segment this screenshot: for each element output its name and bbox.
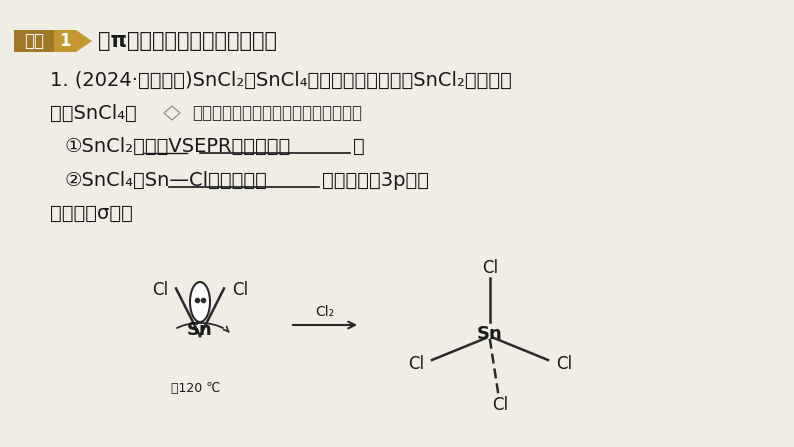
Polygon shape xyxy=(76,30,92,52)
Text: Cl: Cl xyxy=(152,282,168,299)
Text: ①SnCl₂分子的VSEPR模型名称是: ①SnCl₂分子的VSEPR模型名称是 xyxy=(65,136,291,156)
Text: Cl: Cl xyxy=(492,396,508,414)
Ellipse shape xyxy=(190,282,210,322)
Text: Sn: Sn xyxy=(187,321,213,339)
Text: 轨道与氯的3p轨道: 轨道与氯的3p轨道 xyxy=(322,170,430,190)
Text: Cl: Cl xyxy=(232,282,248,299)
Text: 大π键、杂化轨道与结构的判断: 大π键、杂化轨道与结构的判断 xyxy=(98,31,277,51)
Text: Sn: Sn xyxy=(477,325,503,343)
Text: Cl: Cl xyxy=(556,355,572,373)
Text: Cl₂: Cl₂ xyxy=(315,305,334,319)
Text: Cl: Cl xyxy=(408,355,424,373)
Text: 1. (2024·北京选考)SnCl₂和SnCl₄是锡的常见氯化物，SnCl₂可被氧化: 1. (2024·北京选考)SnCl₂和SnCl₄是锡的常见氯化物，SnCl₂可… xyxy=(50,71,512,89)
FancyBboxPatch shape xyxy=(14,30,54,52)
Text: 得到SnCl₄。: 得到SnCl₄。 xyxy=(50,104,137,122)
Text: 。: 。 xyxy=(353,136,364,156)
Text: 重叠形成σ键。: 重叠形成σ键。 xyxy=(50,203,133,223)
Text: Cl: Cl xyxy=(482,259,498,277)
Text: 1: 1 xyxy=(60,32,71,50)
FancyBboxPatch shape xyxy=(54,30,76,52)
Text: ②SnCl₄的Sn—Cl键是由锡的: ②SnCl₄的Sn—Cl键是由锡的 xyxy=(65,170,268,190)
Text: 角度: 角度 xyxy=(24,32,44,50)
Text: 考虑杂化轨道中的孤电子参与空间构型: 考虑杂化轨道中的孤电子参与空间构型 xyxy=(192,104,362,122)
Text: 约120 ℃: 约120 ℃ xyxy=(172,381,221,395)
